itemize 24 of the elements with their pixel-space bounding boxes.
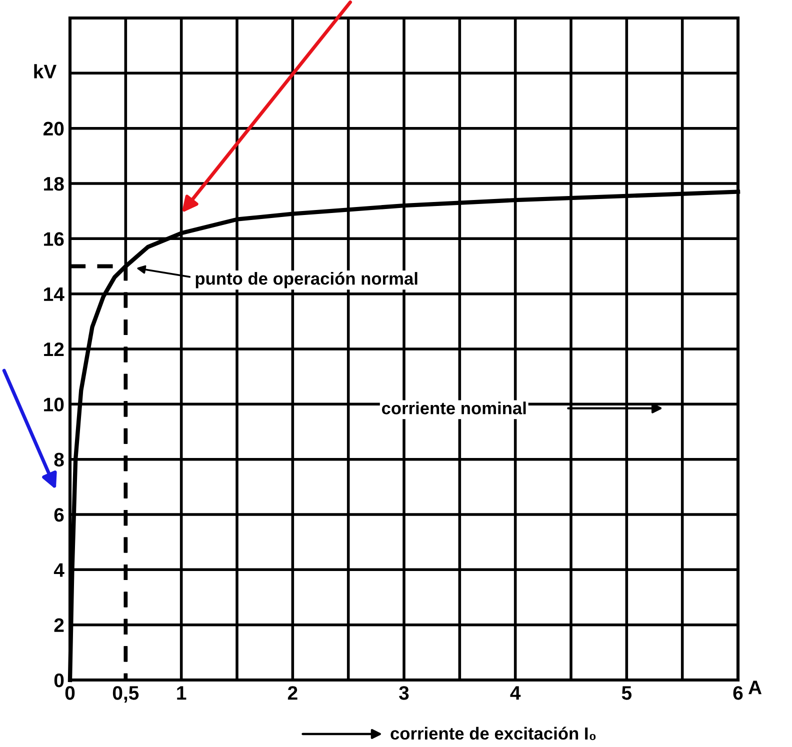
x-tick-label: 4 [510,686,521,700]
x-tick-label: 0 [65,686,75,700]
y-tick-label: 18 [44,176,64,191]
x-tick-label: 5 [622,686,632,700]
y-tick-label: 4 [54,563,64,577]
x-tick-label: 6 [733,686,743,700]
y-tick-label: 12 [44,342,64,356]
annotation: corriente nominal [382,402,526,414]
y-tick-label: 8 [54,452,64,467]
x-axis-title: A [748,680,762,694]
y-tick-label: 10 [44,398,64,412]
y-tick-label: 16 [44,232,64,246]
x-tick-label: 2 [288,686,298,700]
annotation: punto de operación normal [196,272,418,288]
x-tick-label: 3 [399,686,409,700]
text: corriente de excitación I₀ [390,726,596,740]
x-tick-label: 0,5 [112,686,139,703]
y-axis-title: kV [34,64,57,78]
y-tick-label: 6 [54,508,64,522]
y-tick-label: 0 [54,673,64,688]
y-tick-label: 14 [44,288,64,301]
x-tick-label: 1 [177,686,186,700]
y-tick-label: 2 [54,618,64,632]
y-tick-label: 20 [43,122,64,136]
